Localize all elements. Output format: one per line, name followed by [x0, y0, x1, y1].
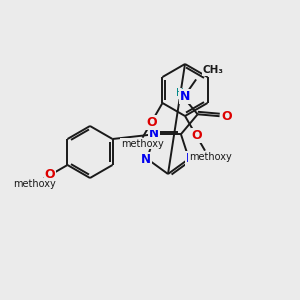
Text: O: O	[45, 169, 56, 182]
Text: methoxy: methoxy	[13, 179, 56, 189]
Text: CH₃: CH₃	[202, 65, 223, 75]
Text: O: O	[192, 129, 202, 142]
Text: N: N	[186, 152, 196, 165]
Text: O: O	[221, 110, 232, 123]
Text: methoxy: methoxy	[189, 152, 231, 162]
Text: methoxy: methoxy	[39, 187, 45, 188]
Text: N: N	[180, 90, 191, 103]
Text: N: N	[141, 153, 151, 166]
Text: methoxy: methoxy	[121, 139, 164, 148]
Text: methoxy: methoxy	[33, 186, 39, 187]
Text: O: O	[146, 116, 157, 129]
Text: N: N	[149, 127, 159, 140]
Text: H: H	[176, 88, 183, 98]
